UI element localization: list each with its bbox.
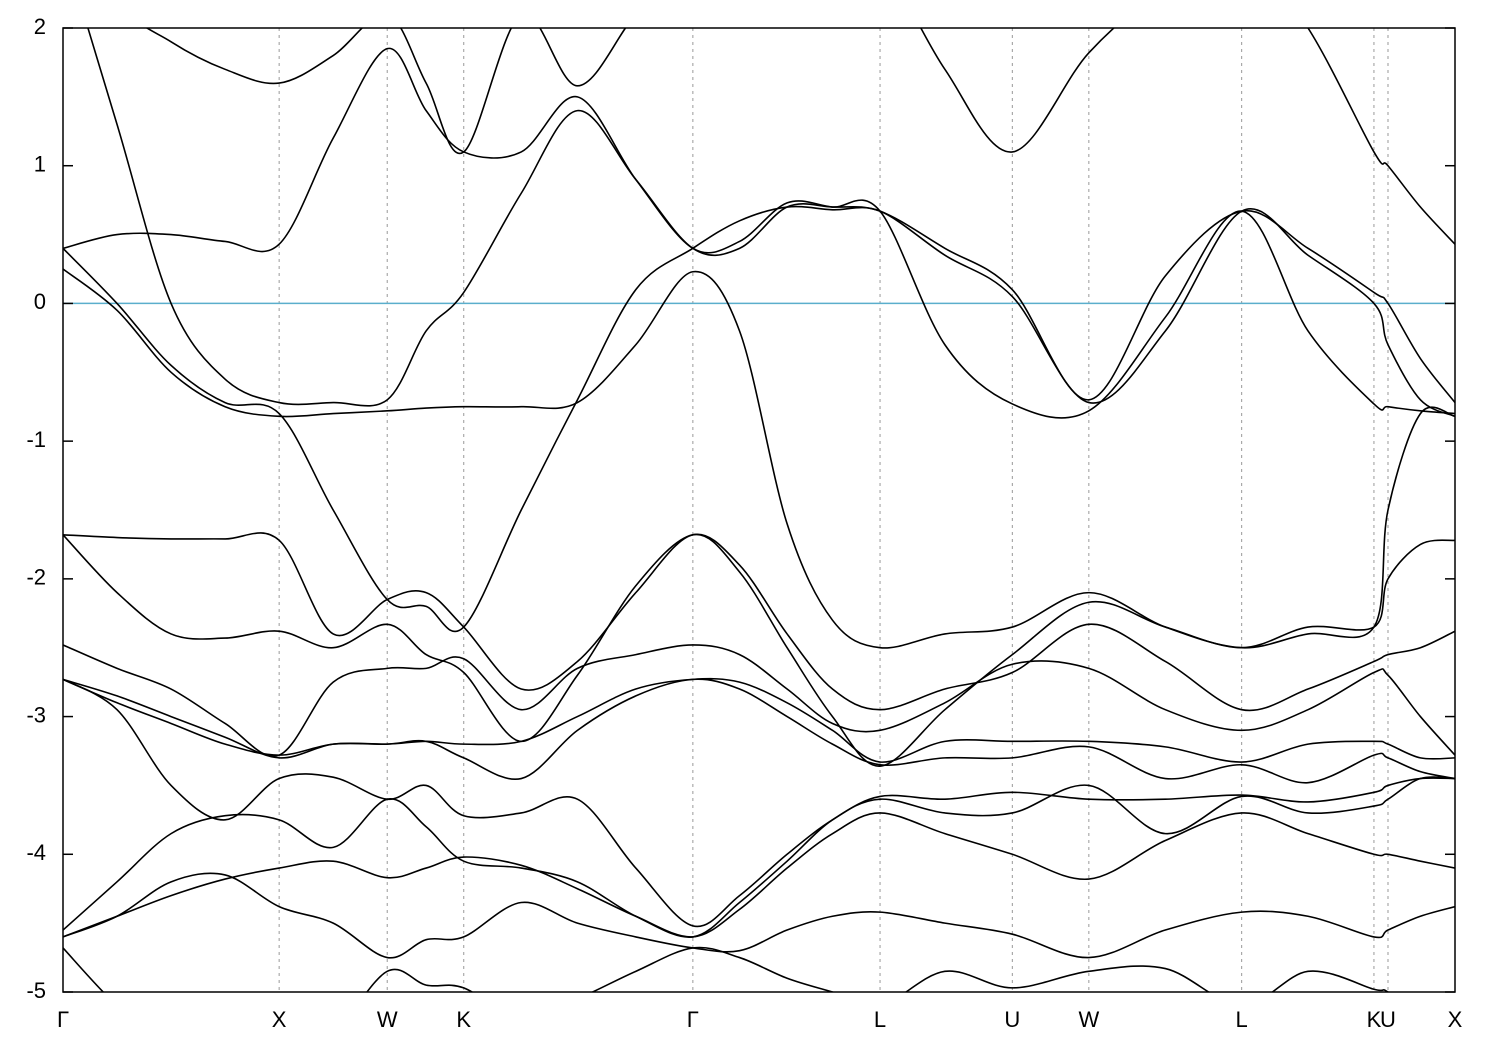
y-tick-label: 2 bbox=[34, 14, 46, 39]
band bbox=[63, 812, 1455, 938]
bands bbox=[63, 28, 1455, 992]
x-tick-label: W bbox=[377, 1007, 398, 1032]
x-tick-label: U bbox=[1380, 1007, 1396, 1032]
band bbox=[63, 678, 1455, 928]
band bbox=[63, 268, 1455, 649]
band bbox=[87, 28, 1455, 407]
x-tick-label: X bbox=[1448, 1007, 1463, 1032]
band bbox=[63, 872, 1455, 959]
x-tick-label: K bbox=[1367, 1007, 1382, 1032]
x-tick-label: L bbox=[1236, 1007, 1248, 1032]
grid bbox=[62, 28, 1456, 992]
band bbox=[63, 678, 1455, 784]
band bbox=[63, 946, 1390, 992]
y-tick-label: -1 bbox=[26, 427, 46, 452]
y-tick-label: -5 bbox=[26, 978, 46, 1003]
band bbox=[145, 28, 1455, 245]
x-tick-label: U bbox=[1004, 1007, 1020, 1032]
band bbox=[63, 644, 1455, 758]
band bbox=[63, 532, 1455, 767]
y-tick-label: -2 bbox=[26, 565, 46, 590]
band bbox=[63, 47, 1455, 419]
x-tick-label: Γ bbox=[687, 1007, 699, 1032]
x-tick-label: K bbox=[456, 1007, 471, 1032]
y-tick-label: 1 bbox=[34, 152, 46, 177]
band bbox=[63, 205, 1455, 633]
plot-frame bbox=[62, 27, 1456, 993]
band bbox=[63, 776, 1455, 938]
x-tick-label: L bbox=[874, 1007, 886, 1032]
band bbox=[63, 533, 1455, 743]
x-tick-label: Γ bbox=[57, 1007, 69, 1032]
x-tick-label: W bbox=[1078, 1007, 1099, 1032]
y-tick-label: -4 bbox=[26, 840, 46, 865]
x-tick-label: X bbox=[272, 1007, 287, 1032]
band bbox=[63, 677, 1455, 763]
y-tick-label: 0 bbox=[34, 289, 46, 314]
y-tick-label: -3 bbox=[26, 702, 46, 727]
